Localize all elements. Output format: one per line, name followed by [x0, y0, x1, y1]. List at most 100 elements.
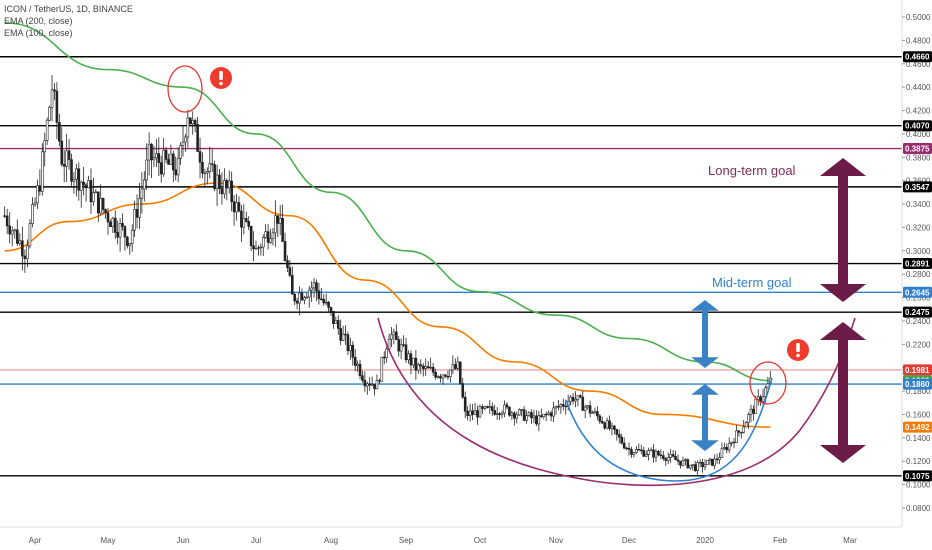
candle-body [532, 415, 536, 419]
candle-body [725, 447, 729, 451]
y-tick-label: 0.1800 [906, 387, 931, 396]
candle-body [303, 297, 306, 301]
warning-icon [210, 67, 232, 89]
candle-body [101, 198, 105, 210]
warning-icon-bar [219, 71, 223, 80]
candle-body [249, 226, 253, 247]
price-badge-label: 0.4660 [905, 53, 930, 62]
y-tick-label: 0.2800 [906, 270, 931, 279]
candle-body [140, 188, 144, 199]
candle-body [574, 398, 577, 402]
mid-term-arrow-head-up [691, 300, 719, 311]
candle-body [630, 449, 633, 455]
candle-body [615, 429, 619, 435]
candle-body [493, 410, 497, 415]
candle-body [38, 185, 42, 192]
candle-body [681, 460, 685, 466]
candle-body [701, 461, 704, 468]
candle-body [147, 143, 151, 161]
candle-body [111, 217, 115, 227]
x-tick-label: Feb [773, 536, 787, 545]
candle-body [87, 180, 90, 189]
candle-body [315, 282, 318, 292]
candle-body [72, 178, 76, 182]
x-tick-label: Sep [399, 536, 414, 545]
candle-body [535, 415, 538, 425]
candle-body [586, 405, 589, 408]
price-axis: 0.5000 0.4800 0.4600 0.4400 0.4200 0.4000 0.38… [901, 0, 932, 550]
candle-body [749, 408, 753, 415]
candle-body [240, 210, 243, 228]
candle-body [84, 184, 88, 189]
candle-body [637, 449, 641, 451]
candle-body [242, 218, 246, 228]
candle-body [225, 180, 229, 189]
candle-body [23, 255, 27, 260]
candle-body [478, 406, 482, 418]
candle-body [436, 376, 440, 378]
candle-body [547, 412, 550, 415]
candle-body [203, 172, 207, 175]
candle-body [756, 396, 760, 400]
candle-body [503, 404, 506, 414]
candle-body [620, 436, 624, 444]
candle-body [444, 374, 447, 377]
candle-body [126, 236, 129, 246]
highlight-circle [749, 361, 787, 405]
candle-body [608, 420, 611, 429]
candle-body [109, 221, 112, 227]
candle-body [764, 387, 767, 397]
candle-body [498, 413, 501, 416]
candle-body [696, 462, 699, 472]
candle-body [94, 191, 98, 194]
candle-body [264, 231, 267, 238]
candle-body [365, 383, 369, 387]
candle-body [713, 458, 716, 466]
candle-body [159, 162, 163, 175]
candle-body [671, 454, 675, 457]
candle-body [530, 412, 533, 419]
candle-body [720, 448, 724, 458]
candle-body [278, 218, 282, 224]
candle-body [407, 353, 410, 361]
candle-body [571, 396, 575, 402]
candle-body [402, 344, 405, 346]
candle-body [715, 458, 719, 461]
warning-icon [787, 339, 809, 361]
candle-body [517, 409, 521, 416]
candle-body [164, 149, 168, 160]
long-term-arrow-head-down [820, 445, 866, 463]
price-badge [903, 181, 932, 193]
price-badge-label: 0.3547 [905, 183, 930, 192]
candle-body [89, 180, 93, 203]
candle-body [36, 185, 39, 204]
candle-body [380, 356, 384, 382]
y-tick-label: 0.3600 [906, 177, 931, 186]
candle-body [123, 226, 127, 238]
candle-body [150, 143, 153, 161]
candle-body [113, 217, 117, 233]
candle-body [259, 246, 263, 249]
candle-body [576, 395, 580, 400]
candle-body [527, 412, 531, 416]
candle-body [483, 406, 487, 409]
y-tick-label: 0.4000 [906, 130, 931, 139]
highlight-circle [167, 65, 203, 113]
candle-body [189, 117, 192, 125]
candle-body [346, 334, 350, 352]
candle-body [473, 410, 477, 415]
candle-body [172, 153, 175, 171]
candle-body [727, 442, 731, 451]
candle-body [116, 232, 119, 238]
candle-body [361, 375, 364, 381]
candle-body [399, 344, 403, 352]
candle-body [698, 461, 702, 464]
price-badge-label: 0.2475 [905, 308, 930, 317]
candle-body [490, 406, 494, 411]
candle-body [454, 364, 457, 369]
candle-body [613, 425, 616, 430]
y-tick-label: 0.1200 [906, 457, 931, 466]
candle-body [441, 374, 445, 379]
candle-body [639, 449, 643, 452]
